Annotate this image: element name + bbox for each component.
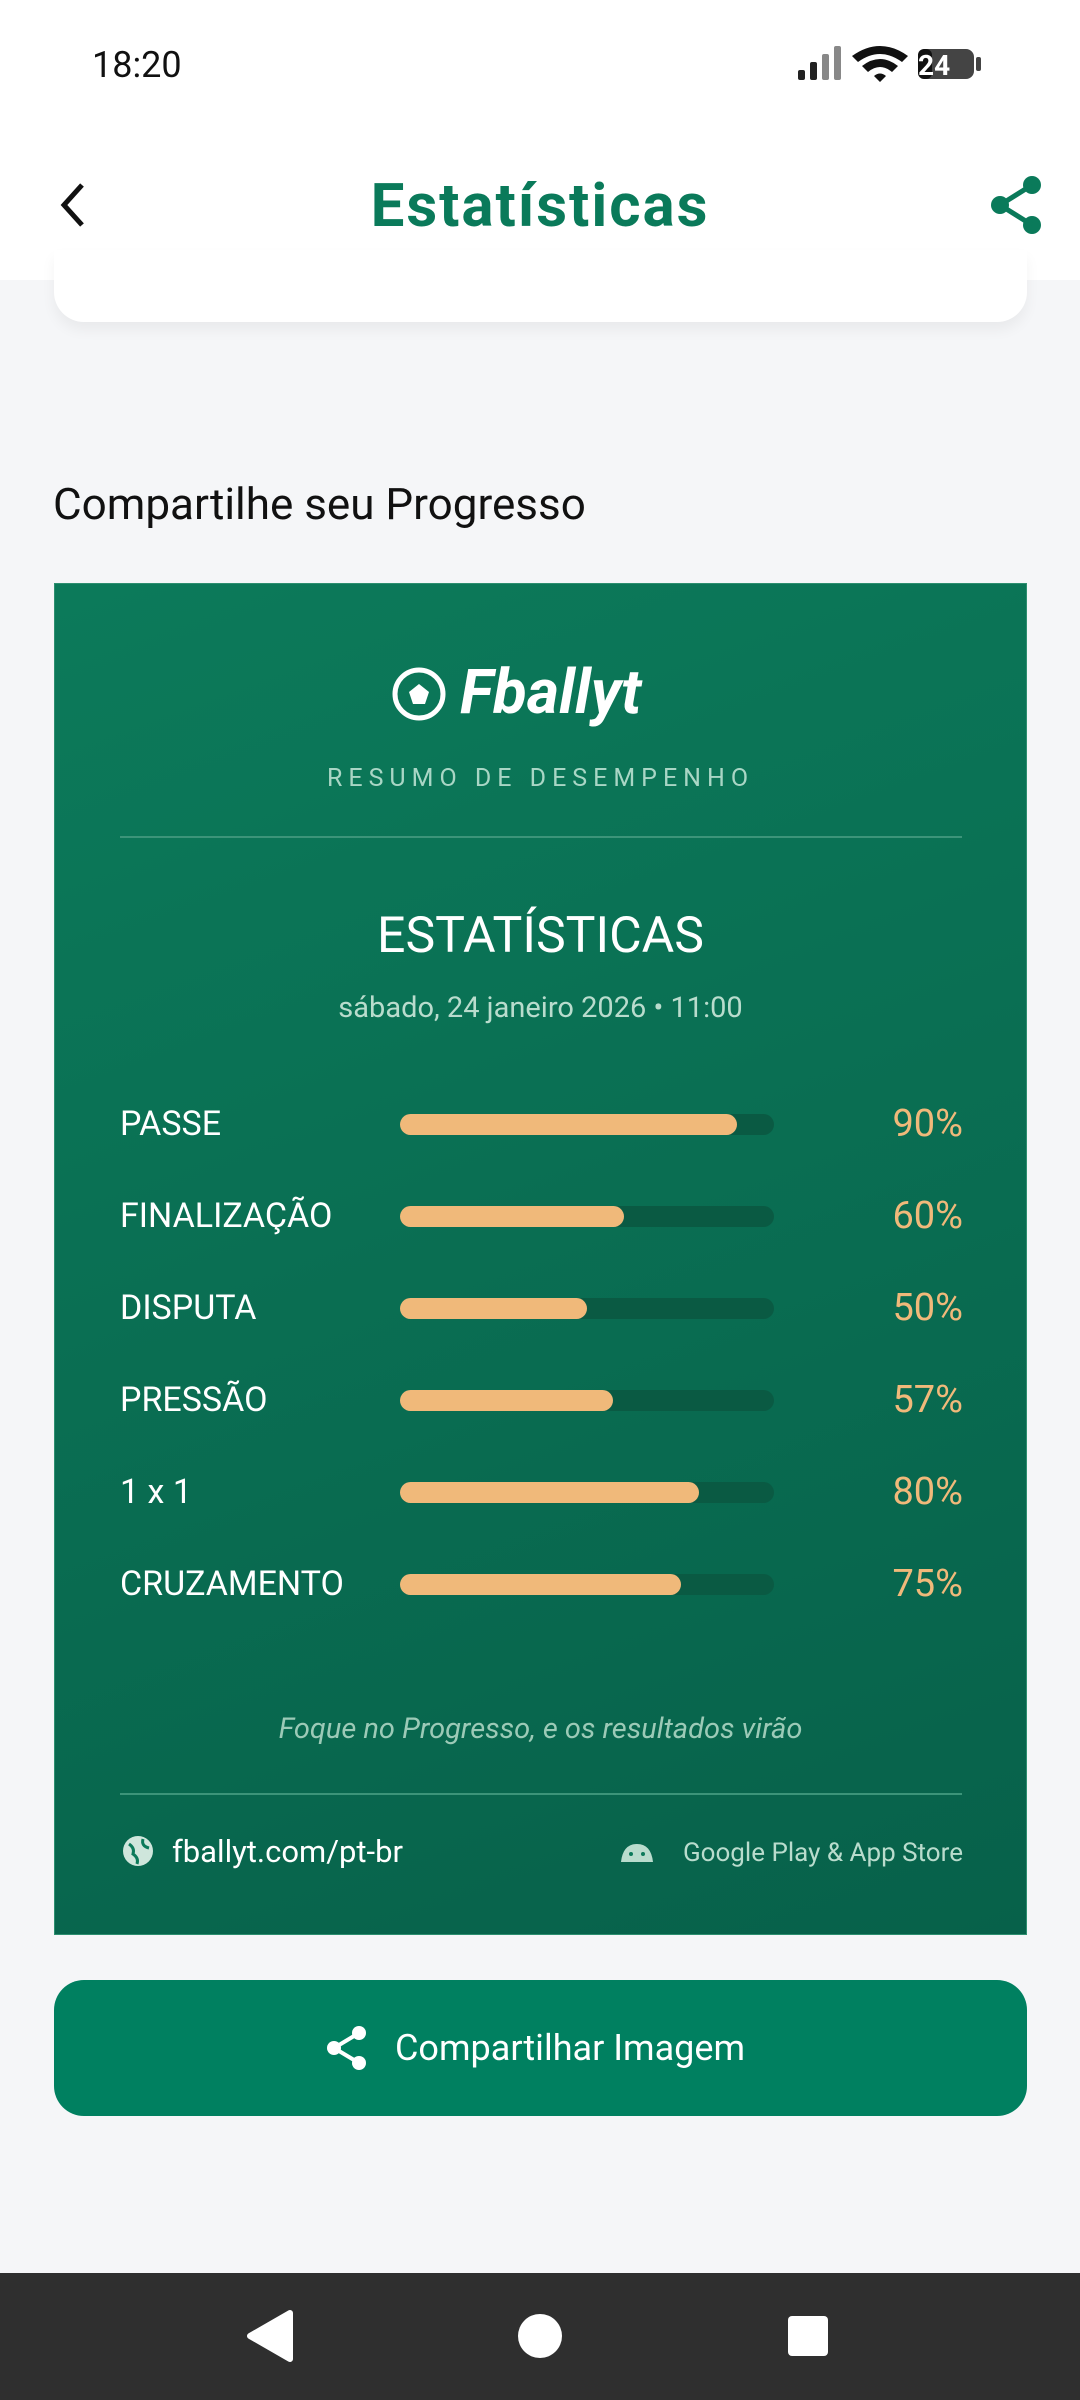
stat-label: CRUZAMENTO — [120, 1564, 344, 1604]
stores: Google Play & App Store — [682, 1838, 963, 1868]
stat-value: 60% — [892, 1194, 963, 1238]
stat-value: 90% — [892, 1102, 963, 1146]
status-icons — [798, 46, 981, 82]
card-stub — [54, 250, 1027, 322]
divider — [120, 1793, 962, 1795]
share-icon[interactable] — [988, 175, 1048, 235]
quote: Foque no Progresso, e os resultados virã… — [278, 1712, 803, 1746]
globe-icon — [123, 1836, 153, 1866]
stat-label: DISPUTA — [120, 1288, 257, 1328]
page-title: Estatísticas — [370, 170, 710, 241]
share-card: Fballyt RESUMO DE DESEMPENHO ESTATÍSTICA… — [54, 583, 1027, 1935]
top-bar — [0, 0, 1080, 280]
bar-fill — [400, 1113, 737, 1135]
section-title: Compartilhe seu Progresso — [53, 478, 586, 530]
brand: Fballyt — [460, 656, 642, 729]
card-subtitle: RESUMO DE DESEMPENHO — [326, 764, 755, 793]
stat-label: PASSE — [120, 1104, 222, 1144]
stat-value: 50% — [892, 1286, 963, 1330]
stat-label: 1 x 1 — [120, 1472, 192, 1512]
stat-value: 80% — [892, 1470, 963, 1514]
bar-fill — [400, 1389, 614, 1411]
share-button-label: Compartilhar Imagem — [395, 2027, 746, 2069]
bar-fill — [400, 1481, 700, 1503]
stat-value: 75% — [892, 1562, 963, 1606]
nav-buttons — [247, 2310, 828, 2362]
card-date: sábado, 24 janeiro 2026 • 11:00 — [338, 991, 743, 1025]
bar-fill — [400, 1573, 681, 1595]
android-icon — [621, 1844, 653, 1862]
battery-level: 24 — [918, 49, 951, 82]
bar-fill — [400, 1297, 587, 1319]
website: fballyt.com/pt-br — [172, 1833, 404, 1870]
bar-fill — [400, 1205, 625, 1227]
back-button[interactable] — [52, 180, 92, 230]
share-button-icon — [327, 2026, 366, 2070]
card-heading: ESTATÍSTICAS — [377, 907, 704, 965]
stat-label: FINALIZAÇÃO — [120, 1196, 333, 1236]
ball-icon — [392, 667, 446, 721]
stat-label: PRESSÃO — [120, 1380, 268, 1420]
clock: 18:20 — [92, 44, 182, 86]
divider — [120, 836, 962, 838]
share-button[interactable] — [54, 1980, 1027, 2116]
stat-value: 57% — [892, 1378, 963, 1422]
